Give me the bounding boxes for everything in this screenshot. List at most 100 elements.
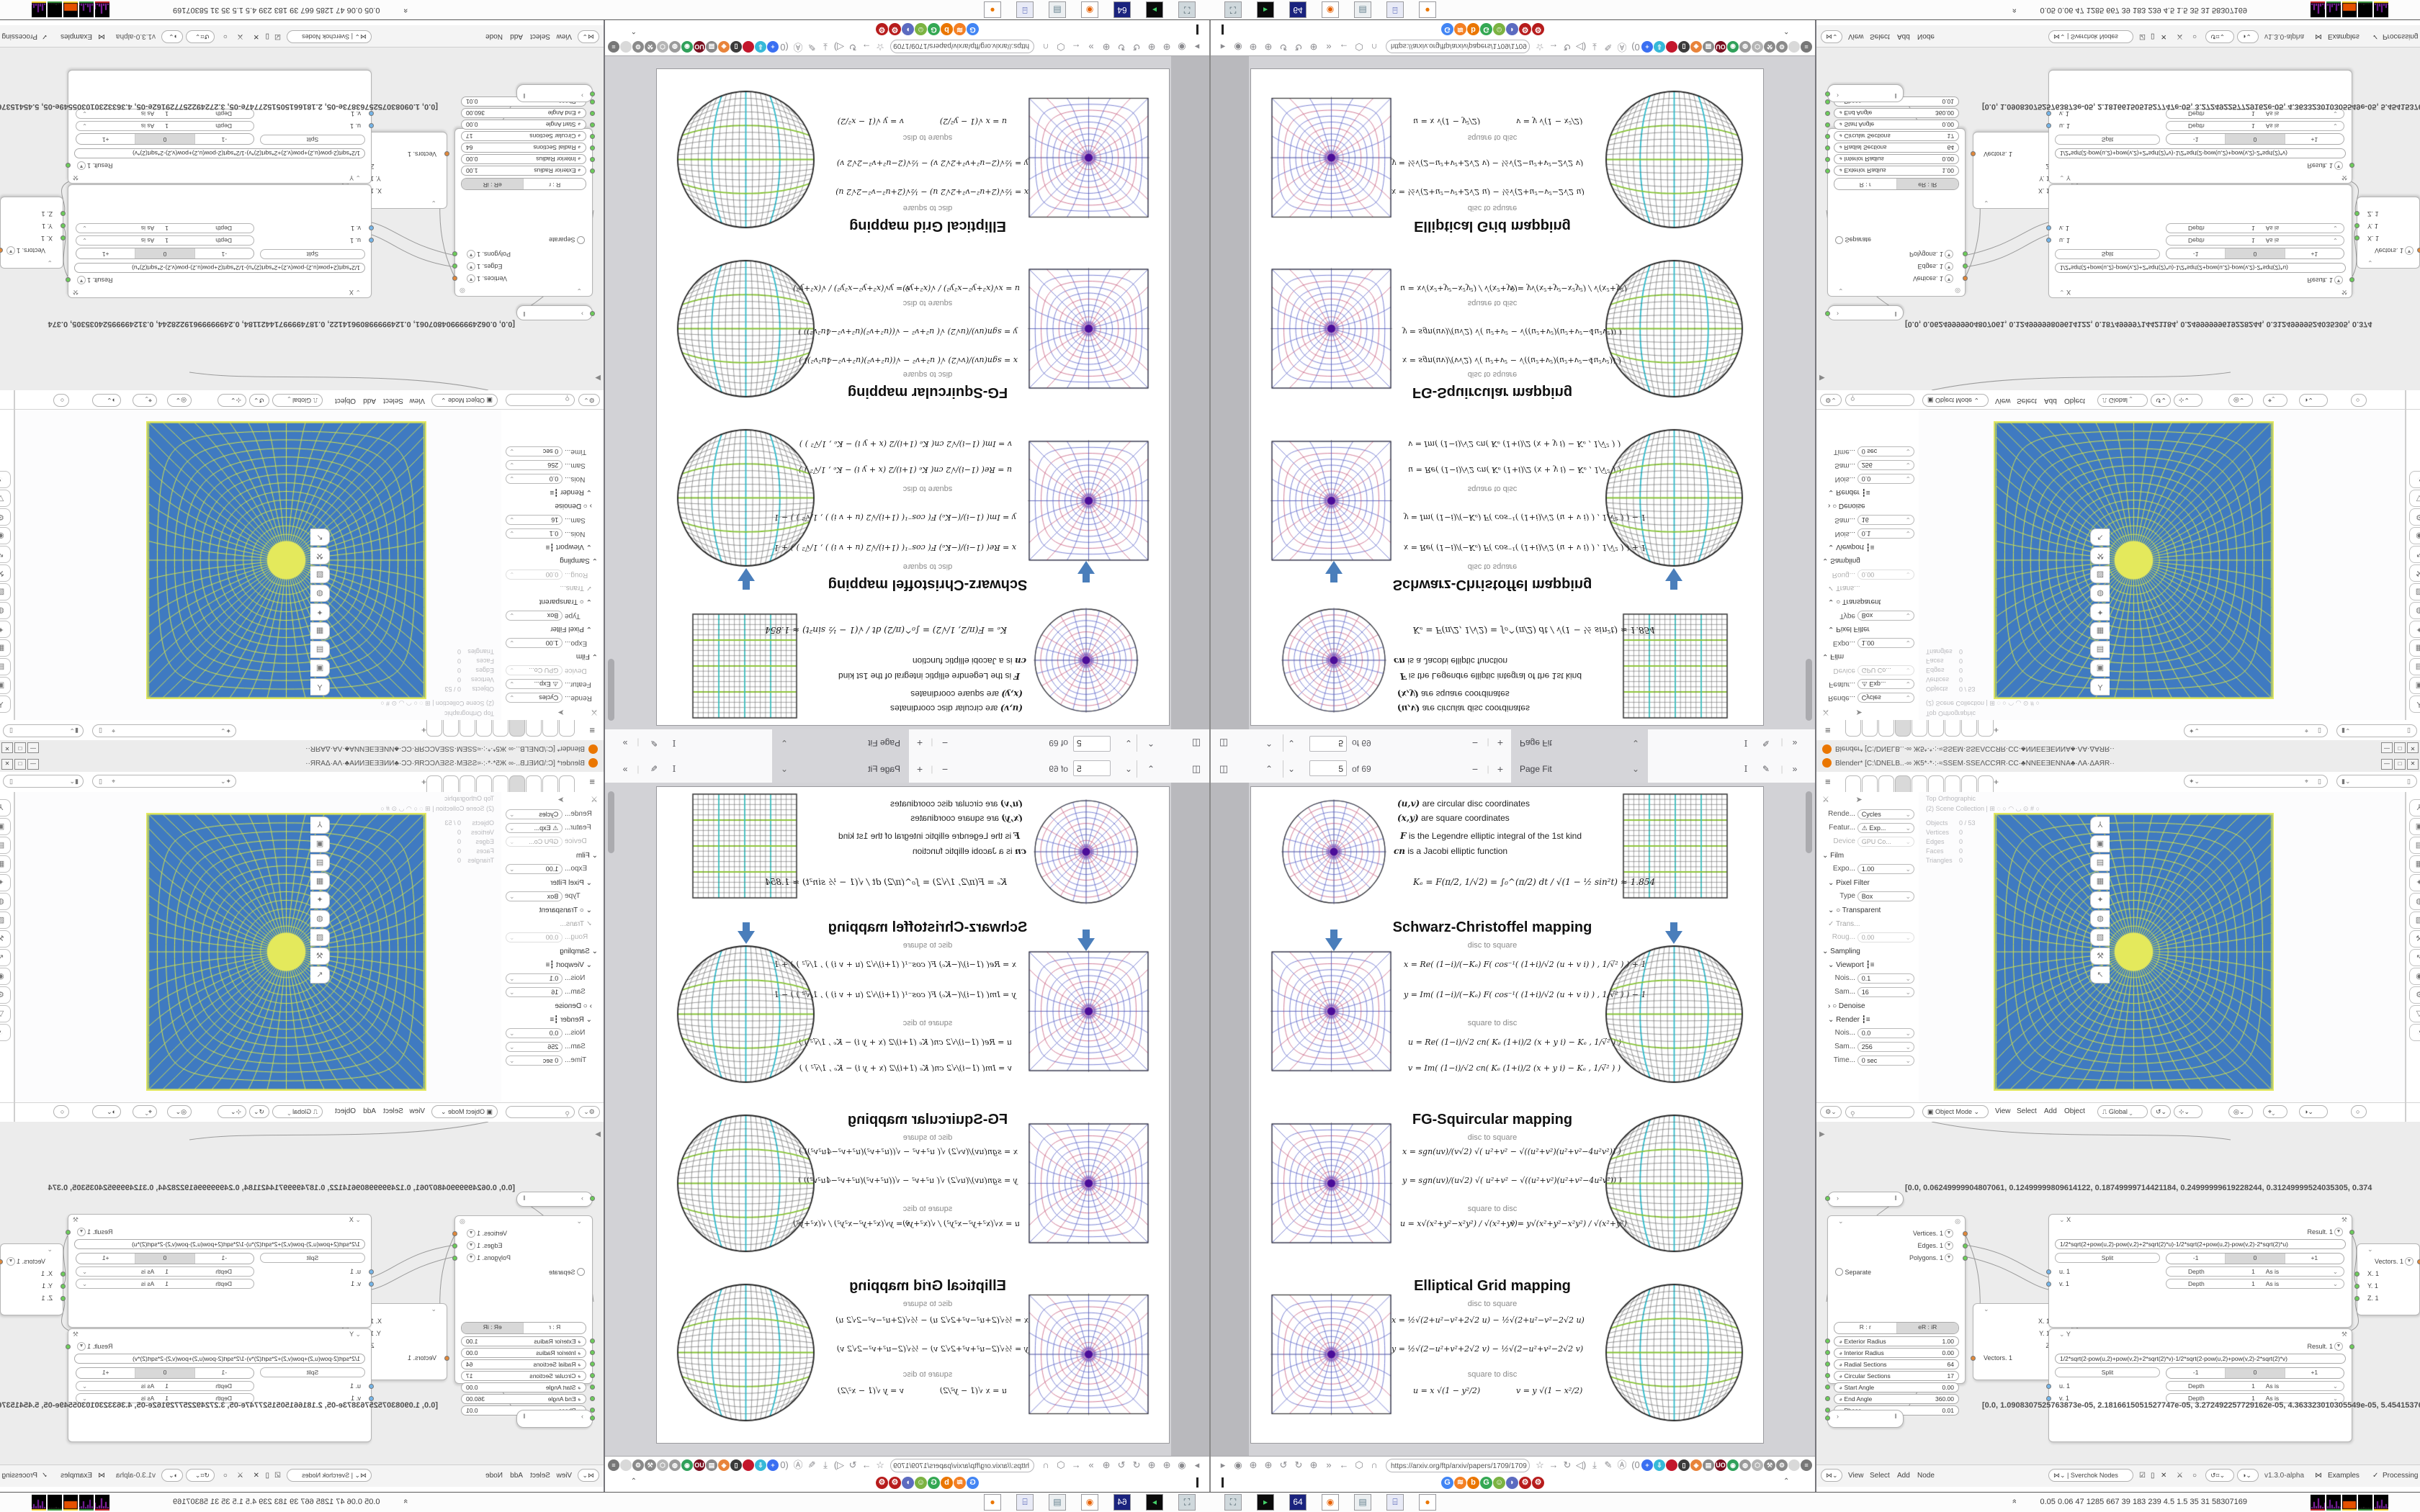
properties-tab-icon[interactable]: ⚒ — [310, 948, 330, 965]
workspace-tab[interactable] — [1895, 720, 1911, 737]
menu-node[interactable]: Node — [485, 1472, 503, 1480]
extension-icon[interactable]: ⇩ — [755, 41, 766, 53]
pin-icon[interactable]: ⚔ — [237, 1472, 243, 1480]
nav-icon[interactable]: ↻ — [1117, 42, 1126, 53]
unlink-icon[interactable]: ✕ — [2161, 32, 2167, 40]
property-row[interactable]: Time... 0 sec ⌄ — [1816, 1054, 1919, 1068]
taskbar-app-icon[interactable]: ⛶ — [1178, 1, 1196, 18]
extension-icon[interactable]: ≡ — [608, 1459, 619, 1471]
nav-icon[interactable]: ∩ — [1371, 1459, 1378, 1470]
property-row[interactable]: Nois... 0.0 ⌄ — [1816, 472, 1919, 485]
next-page-button[interactable]: ⌄ — [1121, 734, 1137, 752]
maximize-button[interactable]: □ — [2394, 759, 2406, 770]
node-output[interactable]: Polygons. 1 ▼ — [452, 1252, 592, 1264]
monitor-expand-icon[interactable]: » — [401, 1498, 411, 1504]
taskbar-app-icon[interactable]: ▤ — [1049, 1, 1066, 18]
properties-tab-icon[interactable]: ⚒ — [0, 564, 11, 582]
nav-icon[interactable]: ✎ — [1604, 1459, 1613, 1470]
properties-pin-icon[interactable]: ⚔ ➤ — [557, 708, 598, 716]
node-formula-x[interactable]: ⌄ X ⚒ Result. 1 ▼ 1/2*sqrt(2+pow(u,2)-pow(… — [2046, 184, 2354, 298]
bookmark-favicon[interactable]: ⚙ — [1532, 1477, 1544, 1489]
viewport-grid-object[interactable] — [146, 813, 426, 1091]
extension-icon[interactable] — [1666, 41, 1677, 53]
sign-segmented[interactable]: -1 0 +1 — [2166, 1367, 2344, 1379]
bookmark-favicon[interactable]: ◗ — [902, 1477, 914, 1489]
property-row[interactable]: Rende... Cycles ⌄ — [1816, 690, 1919, 704]
properties-pin-icon[interactable]: ⚔ ➤ — [1822, 708, 1863, 716]
snap-toggle[interactable]: ↺⌄ — [2151, 1105, 2171, 1118]
node-combine-xyz[interactable]: ⌄ Vectors. 1 ▼ X. 1 Y. 1 Z. 1 — [2354, 197, 2420, 269]
workspace-tab[interactable] — [460, 720, 475, 737]
properties-tab-icon[interactable]: ⅄ — [0, 696, 11, 713]
node-tree-selector[interactable]: ⋈⌄ | Sverchok Nodes — [2048, 30, 2133, 43]
workspace-tab[interactable] — [1978, 775, 1994, 792]
property-row[interactable]: Sam... 16 ⌄ — [501, 513, 604, 526]
workspace-tab[interactable] — [1928, 720, 1944, 737]
bookmark-favicon[interactable]: b — [1467, 1477, 1479, 1489]
bookmark-favicon[interactable]: b — [941, 23, 953, 35]
properties-tab-icon[interactable]: ▣ — [0, 818, 11, 835]
properties-tab-icon[interactable]: ◉ — [0, 968, 11, 985]
nav-icon[interactable]: ← — [1071, 42, 1081, 53]
property-row[interactable]: ⌄ Viewport ┇≡ — [1828, 543, 1875, 551]
property-row[interactable]: Featur... ⚠ Exp... ⌄ — [1816, 822, 1919, 835]
properties-tab-icon[interactable]: ↖ — [0, 949, 11, 966]
split-button[interactable]: Split — [2055, 135, 2160, 145]
blender-title-bar[interactable]: Blender* [C:\DNELB..·∞ Ж5*·*·:·≈SSEM·SSE… — [1816, 740, 2420, 756]
region-expand-arrow[interactable]: ▶ — [1819, 374, 1825, 382]
depth-row[interactable]: Depth 1 As is ⌄ — [76, 1381, 254, 1391]
properties-tab-icon[interactable]: ▣ — [2090, 835, 2110, 852]
nav-icon[interactable]: ⊕ — [1249, 42, 1258, 53]
node-disc-generator[interactable]: ⌄ ◎ Vertices. 1 ▼ Edges. 1 ▼ Polygons. 1 ▼ Sep… — [452, 1215, 595, 1416]
scene-selector[interactable]: ✦⌄ ⌖ ▯ — [92, 724, 236, 737]
properties-tab-icon[interactable]: ⚒ — [2090, 948, 2110, 965]
nav-icon[interactable]: (0 — [1631, 1459, 1640, 1470]
node-field[interactable]: ◕ Radial Sections 64 — [1825, 142, 1965, 153]
extension-icon[interactable]: ▤ — [706, 41, 717, 53]
properties-tab-icon[interactable]: ✦ — [0, 874, 11, 891]
extension-icon[interactable]: ◍ — [1739, 1459, 1751, 1471]
nav-icon[interactable]: ⊕ — [1162, 1459, 1171, 1470]
bookmark-favicon[interactable]: G — [967, 23, 979, 35]
minimize-button[interactable]: — — [27, 742, 39, 753]
gizmo-toggle[interactable]: ⌖⌄ — [133, 1105, 157, 1118]
page-number-input[interactable]: 5 — [1309, 760, 1347, 776]
workspace-tab[interactable] — [426, 720, 442, 737]
zoom-out-button[interactable]: − — [1471, 763, 1479, 775]
node-field[interactable]: ◕ Start Angle 0.00 — [1825, 1382, 1965, 1393]
properties-tab-icon[interactable]: ⅄ — [310, 678, 330, 696]
bookmarks-collapse-icon[interactable]: ⌃ — [1783, 1477, 1790, 1485]
node-field[interactable]: ◕ End Angle 360.00 — [1825, 107, 1965, 119]
property-row[interactable]: ⌄ Film — [1822, 652, 1845, 660]
property-row[interactable]: › ○ Denoise — [555, 1002, 592, 1010]
menu-select[interactable]: Select — [2017, 1107, 2037, 1115]
node-input[interactable]: Z. 1 — [2354, 207, 2419, 220]
taskbar-app-icon[interactable]: ◉ — [1081, 1494, 1098, 1511]
sign-segmented[interactable]: -1 0 +1 — [2166, 133, 2344, 145]
formula-input[interactable]: 1/2*sqrt(2+pow(u,2)-pow(v,2)+2*sqrt(2)*u… — [74, 1239, 365, 1249]
scene-selector[interactable]: ✦⌄ ⌖ ▯ — [2184, 775, 2328, 788]
orientation-selector[interactable]: ⎍ Global ⌄ — [2097, 394, 2148, 407]
region-expand-arrow[interactable]: ▶ — [595, 374, 601, 382]
properties-tab-icon[interactable]: ◔ — [0, 471, 11, 488]
extension-icon[interactable]: ⚒ — [645, 1459, 656, 1471]
nav-icon[interactable]: ∩ — [1042, 42, 1049, 53]
unlink-icon[interactable]: ✕ — [253, 1472, 259, 1480]
unlink-icon[interactable]: ✕ — [2161, 1472, 2167, 1480]
properties-tab-icon[interactable]: ✦ — [2409, 874, 2420, 891]
minimize-button[interactable]: — — [2381, 742, 2393, 753]
nav-icon[interactable]: ↻ — [848, 42, 857, 53]
monitor-expand-icon[interactable]: » — [401, 8, 411, 14]
node-disc-generator[interactable]: ⌄ ◎ Vertices. 1 ▼ Edges. 1 ▼ Polygons. 1 ▼ Sep… — [1825, 1215, 1968, 1416]
extension-icon[interactable]: ⬡ — [1752, 41, 1763, 53]
workspace-tab[interactable] — [1961, 720, 1977, 737]
properties-filter-dropdown[interactable]: ⚙⌄ — [578, 394, 600, 406]
nav-icon[interactable]: ⤓ — [1592, 1459, 1597, 1470]
properties-tab-icon[interactable]: ⅄ — [2409, 799, 2420, 816]
sidebar-toggle-icon[interactable]: ◫ — [1191, 763, 1201, 774]
snap-toggle[interactable]: ↺⌄ — [249, 394, 269, 407]
view-layer-selector[interactable]: ▮⌄ ▯ — [2336, 724, 2417, 737]
url-bar[interactable]: https://arxiv.org/ftp/arxiv/papers/1709/… — [890, 40, 1034, 53]
depth-row[interactable]: Depth 1 As is ⌄ — [76, 121, 254, 131]
workspace-tab[interactable] — [559, 720, 575, 737]
